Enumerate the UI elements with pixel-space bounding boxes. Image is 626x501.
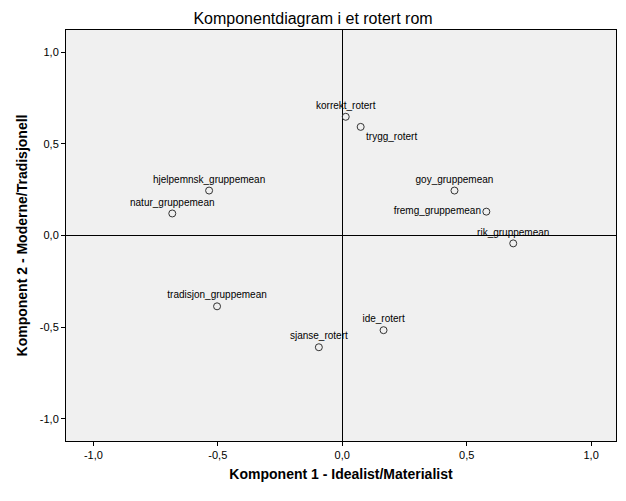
svg-text:0,5: 0,5 (44, 138, 59, 150)
svg-text:Komponent 1 - Idealist/Materia: Komponent 1 - Idealist/Materialist (229, 466, 453, 482)
svg-text:1,0: 1,0 (583, 449, 598, 461)
svg-text:-1,0: -1,0 (84, 449, 103, 461)
svg-text:-0,5: -0,5 (40, 321, 59, 333)
svg-text:tradisjon_gruppemean: tradisjon_gruppemean (167, 289, 267, 300)
svg-text:hjelpemnsk_gruppemean: hjelpemnsk_gruppemean (153, 174, 265, 185)
svg-text:1,0: 1,0 (44, 46, 59, 58)
svg-text:fremg_gruppemean: fremg_gruppemean (394, 205, 481, 216)
svg-text:Komponentdiagram i et rotert r: Komponentdiagram i et rotert rom (193, 10, 432, 27)
svg-text:Komponent 2 - Moderne/Tradisjo: Komponent 2 - Moderne/Tradisjonell (14, 115, 30, 357)
svg-text:sjanse_rotert: sjanse_rotert (290, 330, 348, 341)
svg-text:-1,0: -1,0 (40, 413, 59, 425)
svg-text:rik_gruppemean: rik_gruppemean (477, 227, 549, 238)
svg-text:-0,5: -0,5 (208, 449, 227, 461)
svg-text:ide_rotert: ide_rotert (362, 313, 404, 324)
svg-text:trygg_rotert: trygg_rotert (366, 131, 417, 142)
svg-text:natur_gruppemean: natur_gruppemean (130, 197, 215, 208)
svg-text:0,0: 0,0 (335, 449, 350, 461)
svg-text:goy_gruppemean: goy_gruppemean (416, 174, 494, 185)
svg-text:0,5: 0,5 (459, 449, 474, 461)
svg-text:0,0: 0,0 (44, 229, 59, 241)
svg-text:korrekt_rotert: korrekt_rotert (316, 100, 376, 111)
